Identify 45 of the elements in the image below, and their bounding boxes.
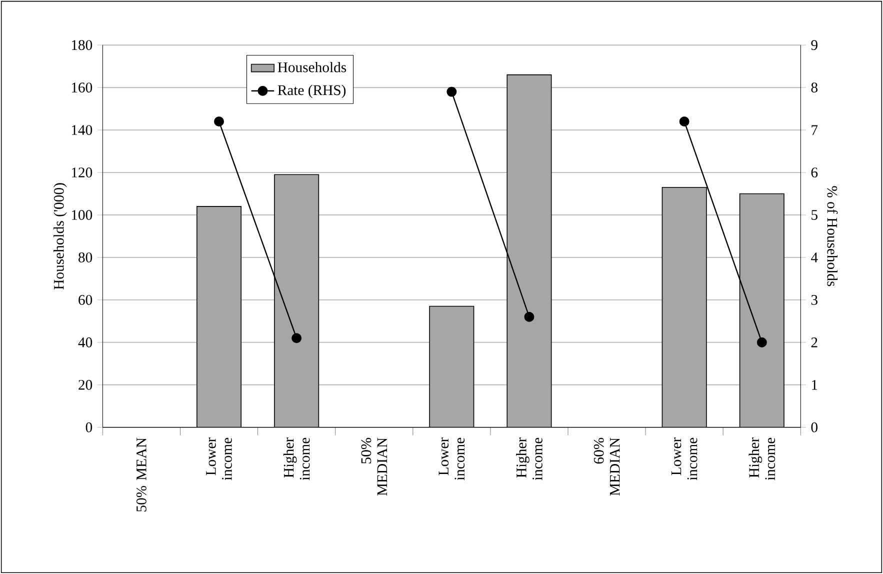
y2-tick-label: 6 <box>811 168 818 178</box>
legend-label: Households <box>278 62 346 72</box>
bar <box>429 306 474 428</box>
bar <box>506 74 552 428</box>
point <box>214 116 224 127</box>
y-tick-label: 0 <box>86 422 92 432</box>
y2-tick-label: 5 <box>812 210 818 220</box>
point <box>756 337 767 348</box>
y2-tick-label: 4 <box>811 252 818 262</box>
y-tick-label: 80 <box>78 252 92 262</box>
y2-tick-label: 8 <box>811 82 818 92</box>
bar <box>739 193 784 428</box>
x-tick-label: Higher income <box>748 438 776 480</box>
legend-label: Rate (RHS) <box>278 84 346 98</box>
y2-tick-label: 7 <box>812 125 818 135</box>
x-tick-label: 60% MEDIAN <box>594 438 620 496</box>
point <box>446 86 457 97</box>
y-tick-label: 40 <box>78 337 92 348</box>
point <box>679 116 690 127</box>
x-tick-label: 50% MEDIAN <box>361 438 387 496</box>
x-tick-label: Lower income <box>671 438 698 480</box>
y-tick-label: 180 <box>72 40 92 50</box>
x-tick-label: Lower income <box>206 438 232 480</box>
x-tick-label: 50% MEAN <box>136 438 146 512</box>
x-tick-label: Higher income <box>283 438 310 480</box>
y2-tick-label: 3 <box>811 294 818 305</box>
y2-tick-label: 0 <box>811 422 818 432</box>
y-tick-label: 20 <box>78 380 92 390</box>
y-tick-label: 120 <box>72 168 92 178</box>
y2-axis-title: % of Households <box>827 186 838 286</box>
point <box>524 312 534 322</box>
y-axis-title: Households ('000) <box>54 183 67 290</box>
y2-tick-label: 1 <box>812 380 818 390</box>
y-tick-label: 140 <box>72 125 92 135</box>
y2-tick-label: 2 <box>811 338 818 348</box>
x-tick-label: Higher income <box>516 438 542 480</box>
point <box>292 333 302 344</box>
bar <box>662 186 707 428</box>
y-tick-label: 160 <box>72 82 92 92</box>
y-tick-label: 100 <box>72 210 92 220</box>
y2-tick-label: 9 <box>811 40 818 50</box>
bar <box>196 206 242 428</box>
y-tick-label: 60 <box>78 294 92 305</box>
bar <box>274 174 320 428</box>
x-tick-label: Lower income <box>438 438 465 480</box>
